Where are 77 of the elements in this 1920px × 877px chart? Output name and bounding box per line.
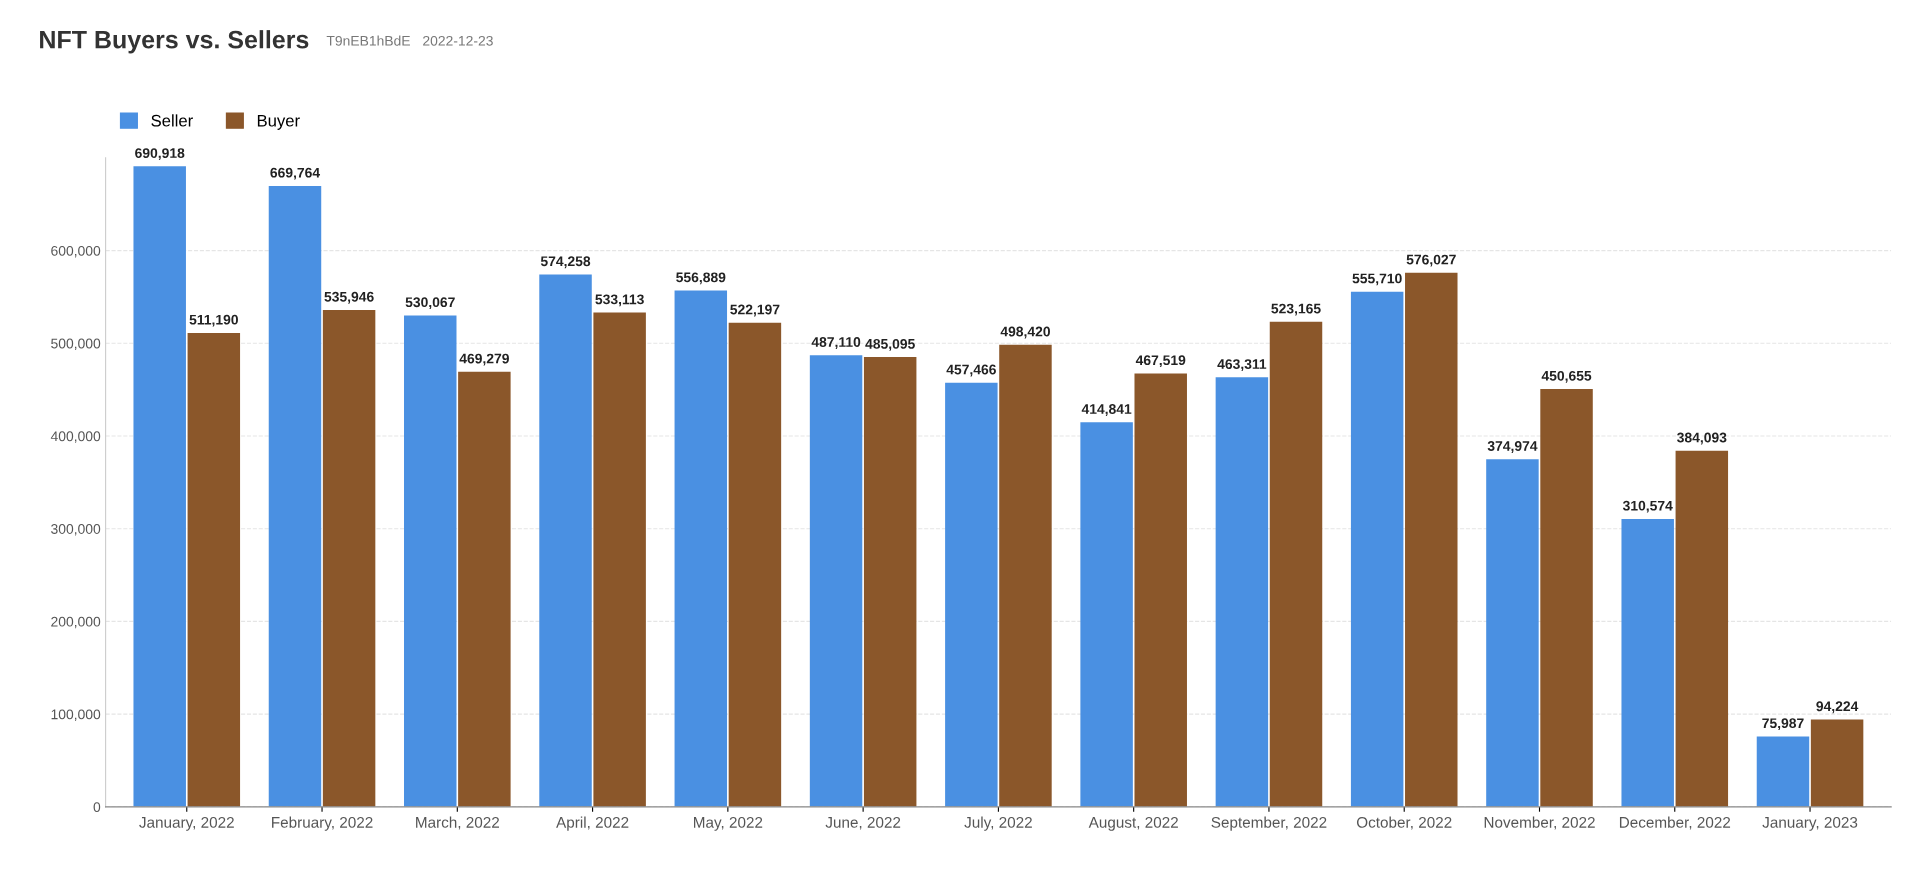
data-label: 576,027 xyxy=(1406,254,1456,267)
bar xyxy=(539,274,592,807)
y-tick-label: 200,000 xyxy=(51,616,101,629)
y-tick-label: 100,000 xyxy=(51,709,101,721)
data-label: 463,311 xyxy=(1217,359,1267,372)
bar xyxy=(1540,389,1593,807)
bar xyxy=(1756,736,1810,807)
x-tick-label: December, 2022 xyxy=(1619,816,1731,830)
data-label: 457,466 xyxy=(946,364,996,377)
data-label: 574,258 xyxy=(540,256,591,269)
x-tick-label: May, 2022 xyxy=(694,816,763,831)
y-tick-label: 600,000 xyxy=(51,245,101,258)
x-tick-label: June, 2022 xyxy=(825,816,901,830)
bar xyxy=(1350,291,1404,807)
data-label: 414,841 xyxy=(1081,404,1132,416)
bar xyxy=(863,357,917,807)
x-tick-label: April, 2022 xyxy=(556,816,629,831)
data-label: 498,420 xyxy=(1000,326,1050,339)
bar xyxy=(1269,321,1323,807)
bar xyxy=(1486,459,1539,807)
legend-label: Buyer xyxy=(257,114,300,130)
text: T9nEB1hBdE xyxy=(326,35,410,46)
bar xyxy=(404,315,457,807)
bar xyxy=(1621,518,1674,807)
x-tick-label: January, 2023 xyxy=(1762,816,1858,831)
x-tick-label: September, 2022 xyxy=(1211,816,1327,831)
bar xyxy=(674,290,728,807)
x-tick-label: July, 2022 xyxy=(964,816,1032,831)
bar xyxy=(999,344,1052,807)
x-tick-label: February, 2022 xyxy=(272,816,373,831)
bar xyxy=(1675,450,1729,807)
data-label: 384,093 xyxy=(1677,432,1727,445)
bar xyxy=(809,355,863,807)
data-label: 533,113 xyxy=(595,294,644,307)
data-label: 556,889 xyxy=(676,272,726,285)
data-label: 523,165 xyxy=(1271,303,1321,316)
data-label: 487,110 xyxy=(811,337,861,349)
bar xyxy=(1215,377,1269,807)
data-label: 485,095 xyxy=(865,338,915,351)
data-label: 522,197 xyxy=(730,304,780,317)
x-tick-label: January, 2022 xyxy=(139,816,234,831)
data-label: 530,067 xyxy=(405,297,455,310)
data-label: 535,946 xyxy=(324,291,374,304)
bar xyxy=(1080,422,1133,807)
x-tick-label: October, 2022 xyxy=(1356,816,1452,830)
data-label: 690,918 xyxy=(135,148,185,160)
data-label: 75,987 xyxy=(1762,718,1804,731)
data-label: 450,655 xyxy=(1541,370,1592,383)
bar xyxy=(133,166,186,807)
data-label: 669,764 xyxy=(270,167,321,180)
bar xyxy=(268,185,322,807)
bar xyxy=(945,382,998,807)
data-label: 467,519 xyxy=(1135,355,1186,368)
bar xyxy=(728,322,782,807)
data-label: 511,190 xyxy=(189,314,238,327)
bar xyxy=(1134,373,1187,807)
bar xyxy=(458,371,511,807)
bar xyxy=(1810,719,1864,807)
text: 2022-12-23 xyxy=(423,35,493,46)
x-tick-label: March, 2022 xyxy=(416,816,500,830)
y-tick-label: 400,000 xyxy=(50,431,101,443)
data-label: 555,710 xyxy=(1352,273,1402,286)
y-tick-label: 300,000 xyxy=(51,524,101,536)
data-label: 94,224 xyxy=(1816,701,1859,714)
chart-title: NFT Buyers vs. Sellers xyxy=(40,30,309,54)
bar xyxy=(1405,272,1458,807)
data-label: 374,974 xyxy=(1487,441,1538,453)
y-tick-label: 500,000 xyxy=(51,338,101,351)
data-label: 469,279 xyxy=(459,353,509,366)
x-tick-label: August, 2022 xyxy=(1088,816,1178,831)
data-label: 310,574 xyxy=(1622,500,1673,513)
legend-label: Seller xyxy=(151,114,193,127)
bar xyxy=(593,312,646,807)
bar xyxy=(187,332,241,807)
x-tick-label: November, 2022 xyxy=(1484,816,1595,830)
bar xyxy=(322,309,376,807)
y-tick-label: 0 xyxy=(93,802,101,813)
